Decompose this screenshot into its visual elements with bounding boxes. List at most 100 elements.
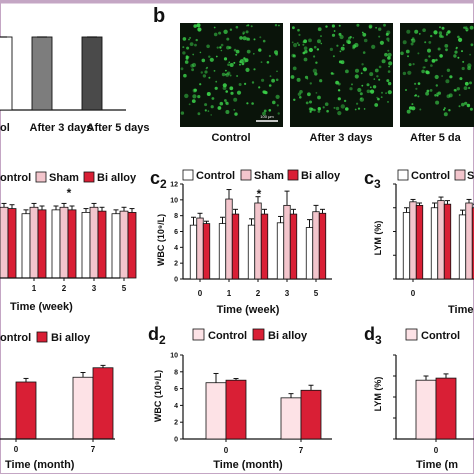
cell-dot: [356, 23, 360, 27]
cell-dot: [213, 70, 216, 72]
cell-dot: [275, 78, 279, 82]
c2-legend-alloy-swatch: [287, 169, 299, 181]
d2-bar-1-0: [280, 397, 302, 440]
c3-letter-main: c: [364, 168, 374, 188]
c2-bar-0-1: [196, 217, 204, 280]
cell-dot: [339, 50, 342, 53]
cell-dot: [191, 62, 197, 68]
d1-bar-0-1: [15, 381, 37, 440]
cell-dot: [219, 101, 224, 106]
c2-bar-0-0: [189, 224, 198, 280]
d3-bar-0-0: [415, 379, 437, 440]
cell-dot: [439, 26, 441, 29]
cell-dot: [303, 46, 308, 50]
cell-dot: [339, 34, 344, 40]
cell-dot: [210, 114, 212, 116]
scale-bar-label: 100 μm: [260, 114, 274, 119]
cell-dot: [352, 37, 355, 39]
c1-bar-1-1: [29, 206, 39, 279]
c2-letter-main: c: [150, 168, 160, 188]
cell-dot: [210, 105, 214, 109]
c1-bar-2-1: [59, 206, 69, 279]
cell-dot: [229, 74, 232, 77]
cell-dot: [335, 106, 340, 111]
cell-dot: [245, 30, 249, 34]
c1-bar-3-0: [81, 212, 91, 279]
cell-dot: [336, 44, 339, 47]
cell-dot: [366, 83, 370, 87]
d1-bar-1-0: [72, 376, 94, 440]
c2-bar-4-2: [318, 212, 327, 280]
cell-dot: [387, 49, 390, 52]
cell-dot: [436, 92, 439, 95]
d2-y-tick-label: 8: [174, 369, 178, 376]
cell-dot: [227, 63, 230, 66]
d1-legend-alloy-label: Bi alloy: [51, 332, 91, 344]
c3-y-axis-label: LYM (%): [373, 221, 383, 256]
cell-dot: [330, 72, 334, 75]
d2-y-tick-label: 4: [174, 403, 178, 410]
cell-dot: [408, 63, 412, 67]
d3-letter: d3: [364, 324, 382, 347]
cell-dot: [422, 28, 426, 32]
cell-dot: [268, 109, 272, 112]
cell-dot: [435, 100, 440, 105]
cell-dot: [293, 43, 298, 48]
cell-dot: [435, 84, 438, 87]
cell-dot: [343, 99, 347, 103]
cell-dot: [238, 83, 242, 86]
cell-dot: [304, 50, 308, 54]
cell-dot: [446, 68, 451, 73]
panel-a-bar-1: [0, 36, 13, 111]
cell-dot: [331, 24, 335, 28]
cell-dot: [317, 107, 321, 111]
cell-dot: [317, 39, 321, 44]
cell-dot: [378, 35, 381, 38]
d3-x-tick-label: 0: [434, 446, 439, 455]
cell-dot: [228, 61, 231, 64]
cell-dot: [184, 93, 189, 99]
cell-dot: [296, 77, 301, 82]
c2-bar-1-1: [225, 198, 233, 280]
cell-dot: [190, 63, 195, 68]
cell-dot: [271, 78, 275, 83]
panel-d1-chart: ontrol Bi alloy 0 7 Time (month): [0, 331, 115, 471]
cell-dot: [215, 55, 218, 58]
cell-dot: [291, 41, 294, 44]
cell-dot: [337, 97, 341, 101]
cell-dot: [274, 50, 278, 55]
c2-y-axis-label: WBC (10⁹/L): [156, 214, 166, 266]
cell-dot: [208, 55, 211, 58]
c2-bar-2-1: [254, 202, 262, 280]
cell-dot: [361, 63, 364, 66]
cell-dot: [377, 97, 380, 101]
cell-dot: [309, 110, 312, 113]
cell-dot: [244, 82, 247, 85]
cell-dot: [246, 49, 251, 54]
cell-dot: [221, 72, 226, 77]
cell-dot: [428, 41, 432, 44]
c2-letter: c2: [150, 168, 167, 191]
d3-legend-control-swatch: [405, 328, 418, 341]
c2-y-tick-label: 10: [170, 197, 178, 204]
cell-dot: [253, 68, 256, 71]
cell-dot: [262, 90, 267, 94]
c2-x-tick-label: 1: [227, 289, 232, 298]
c1-x-axis-label: Time (week): [10, 301, 73, 313]
cell-dot: [260, 61, 263, 63]
cell-dot: [236, 75, 239, 77]
cell-dot: [407, 55, 409, 58]
c3-letter-sub: 3: [374, 177, 381, 191]
cell-dot: [250, 25, 253, 28]
cell-dot: [337, 111, 342, 116]
cell-dot: [276, 70, 278, 73]
d2-y-tick-label: 10: [170, 353, 178, 360]
cell-dot: [448, 109, 451, 112]
cell-dot: [191, 68, 195, 72]
c1-bar-3-1: [89, 206, 99, 279]
cell-dot: [207, 110, 210, 112]
cell-dot: [275, 94, 280, 99]
cell-dot: [445, 79, 450, 84]
cell-dot: [386, 37, 390, 41]
cell-dot: [469, 53, 471, 56]
